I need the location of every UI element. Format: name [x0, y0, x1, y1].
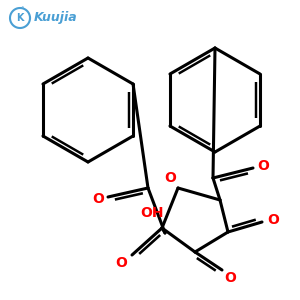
Text: O: O — [267, 213, 279, 227]
Text: O: O — [92, 192, 104, 206]
Text: OH: OH — [140, 206, 164, 220]
Text: O: O — [257, 159, 269, 173]
Text: °: ° — [20, 7, 24, 13]
Text: Kuujia: Kuujia — [34, 11, 78, 25]
Text: K: K — [16, 13, 24, 23]
Text: O: O — [224, 271, 236, 285]
Text: O: O — [164, 171, 176, 185]
Text: O: O — [115, 256, 127, 270]
